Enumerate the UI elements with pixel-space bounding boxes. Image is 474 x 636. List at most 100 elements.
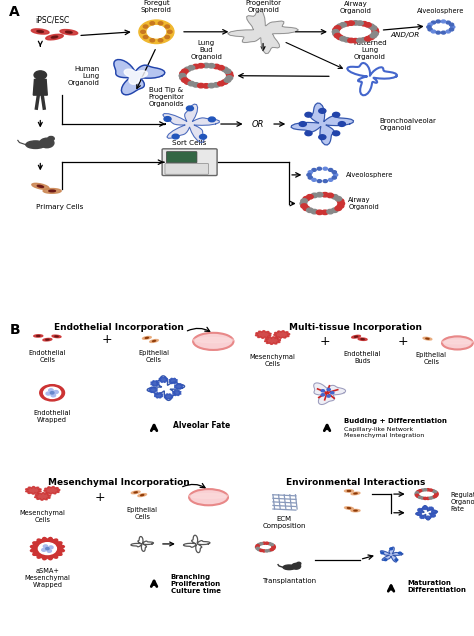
Circle shape — [370, 25, 377, 30]
Polygon shape — [428, 507, 433, 510]
Ellipse shape — [361, 339, 364, 340]
Polygon shape — [149, 387, 157, 392]
Circle shape — [428, 28, 432, 31]
Text: A: A — [9, 4, 19, 19]
Circle shape — [352, 20, 359, 25]
Text: iPSC/ESC: iPSC/ESC — [36, 16, 70, 25]
Circle shape — [333, 131, 340, 135]
Text: Sort Cells: Sort Cells — [173, 140, 207, 146]
Ellipse shape — [145, 337, 148, 338]
Text: Airway
Organoid: Airway Organoid — [348, 197, 379, 210]
Circle shape — [46, 392, 51, 395]
Text: Epithelial
Cells: Epithelial Cells — [138, 350, 170, 363]
Circle shape — [446, 30, 450, 33]
Circle shape — [303, 197, 310, 201]
Circle shape — [265, 550, 269, 552]
Circle shape — [182, 69, 188, 74]
Circle shape — [188, 66, 195, 70]
Ellipse shape — [352, 335, 360, 338]
Ellipse shape — [60, 29, 78, 35]
Circle shape — [429, 497, 432, 499]
Polygon shape — [255, 331, 271, 338]
Text: Airway
Organoid: Airway Organoid — [339, 1, 372, 14]
Text: B: B — [9, 322, 20, 336]
FancyBboxPatch shape — [162, 149, 217, 176]
Circle shape — [331, 195, 338, 199]
Circle shape — [307, 195, 313, 199]
Circle shape — [390, 548, 392, 550]
Text: Epithelial
Cells: Epithelial Cells — [416, 352, 447, 364]
Text: Environmental Interactions: Environmental Interactions — [286, 478, 425, 488]
FancyBboxPatch shape — [165, 163, 209, 174]
Circle shape — [338, 121, 346, 127]
Text: Anterior
Foregut
Spheroid: Anterior Foregut Spheroid — [141, 0, 172, 13]
Circle shape — [356, 38, 363, 43]
Polygon shape — [347, 63, 397, 95]
Circle shape — [203, 64, 210, 68]
Circle shape — [332, 170, 337, 174]
Circle shape — [321, 390, 325, 392]
Circle shape — [431, 21, 436, 24]
Ellipse shape — [26, 141, 45, 148]
Polygon shape — [159, 377, 167, 382]
Circle shape — [209, 117, 215, 121]
Circle shape — [272, 548, 275, 550]
Circle shape — [323, 179, 328, 183]
Circle shape — [340, 23, 346, 27]
Circle shape — [38, 543, 56, 555]
Text: Patterned
Lung
Organoid: Patterned Lung Organoid — [353, 41, 386, 60]
Circle shape — [256, 548, 259, 550]
Circle shape — [260, 550, 263, 551]
Ellipse shape — [51, 36, 58, 38]
Circle shape — [365, 23, 371, 27]
Circle shape — [224, 78, 231, 82]
Polygon shape — [228, 10, 298, 53]
Polygon shape — [418, 509, 423, 511]
Ellipse shape — [347, 490, 351, 492]
Text: Lung
Bud
Organoid: Lung Bud Organoid — [190, 40, 222, 60]
Circle shape — [384, 559, 387, 560]
Text: Epithelial
Cells: Epithelial Cells — [127, 506, 158, 520]
Polygon shape — [33, 80, 47, 95]
Circle shape — [44, 387, 61, 398]
Circle shape — [198, 64, 204, 68]
Circle shape — [54, 391, 58, 394]
Text: Endothelial Incorporation: Endothelial Incorporation — [54, 322, 183, 332]
Ellipse shape — [283, 565, 295, 570]
Circle shape — [337, 24, 343, 29]
Polygon shape — [151, 381, 159, 386]
Ellipse shape — [193, 338, 233, 343]
Circle shape — [49, 389, 53, 392]
Polygon shape — [163, 104, 219, 142]
Circle shape — [435, 493, 438, 495]
Ellipse shape — [46, 339, 49, 340]
Ellipse shape — [65, 31, 72, 33]
Circle shape — [49, 546, 53, 549]
Circle shape — [417, 490, 420, 493]
Circle shape — [335, 197, 342, 201]
Circle shape — [328, 179, 333, 181]
Circle shape — [337, 35, 343, 39]
Circle shape — [333, 27, 339, 32]
Polygon shape — [26, 487, 41, 494]
Circle shape — [257, 543, 261, 546]
Circle shape — [417, 495, 420, 497]
Circle shape — [340, 36, 346, 41]
Circle shape — [50, 392, 54, 394]
Circle shape — [368, 24, 374, 29]
Polygon shape — [420, 515, 425, 518]
Circle shape — [441, 31, 446, 34]
Circle shape — [333, 113, 340, 117]
Circle shape — [372, 32, 378, 36]
Ellipse shape — [52, 335, 61, 338]
Ellipse shape — [43, 188, 61, 193]
Circle shape — [415, 492, 419, 494]
Circle shape — [446, 21, 450, 24]
Ellipse shape — [345, 490, 354, 492]
Circle shape — [198, 83, 204, 88]
Circle shape — [319, 109, 326, 113]
Polygon shape — [175, 384, 182, 389]
Circle shape — [141, 31, 146, 33]
Circle shape — [268, 550, 271, 551]
Circle shape — [301, 199, 308, 204]
